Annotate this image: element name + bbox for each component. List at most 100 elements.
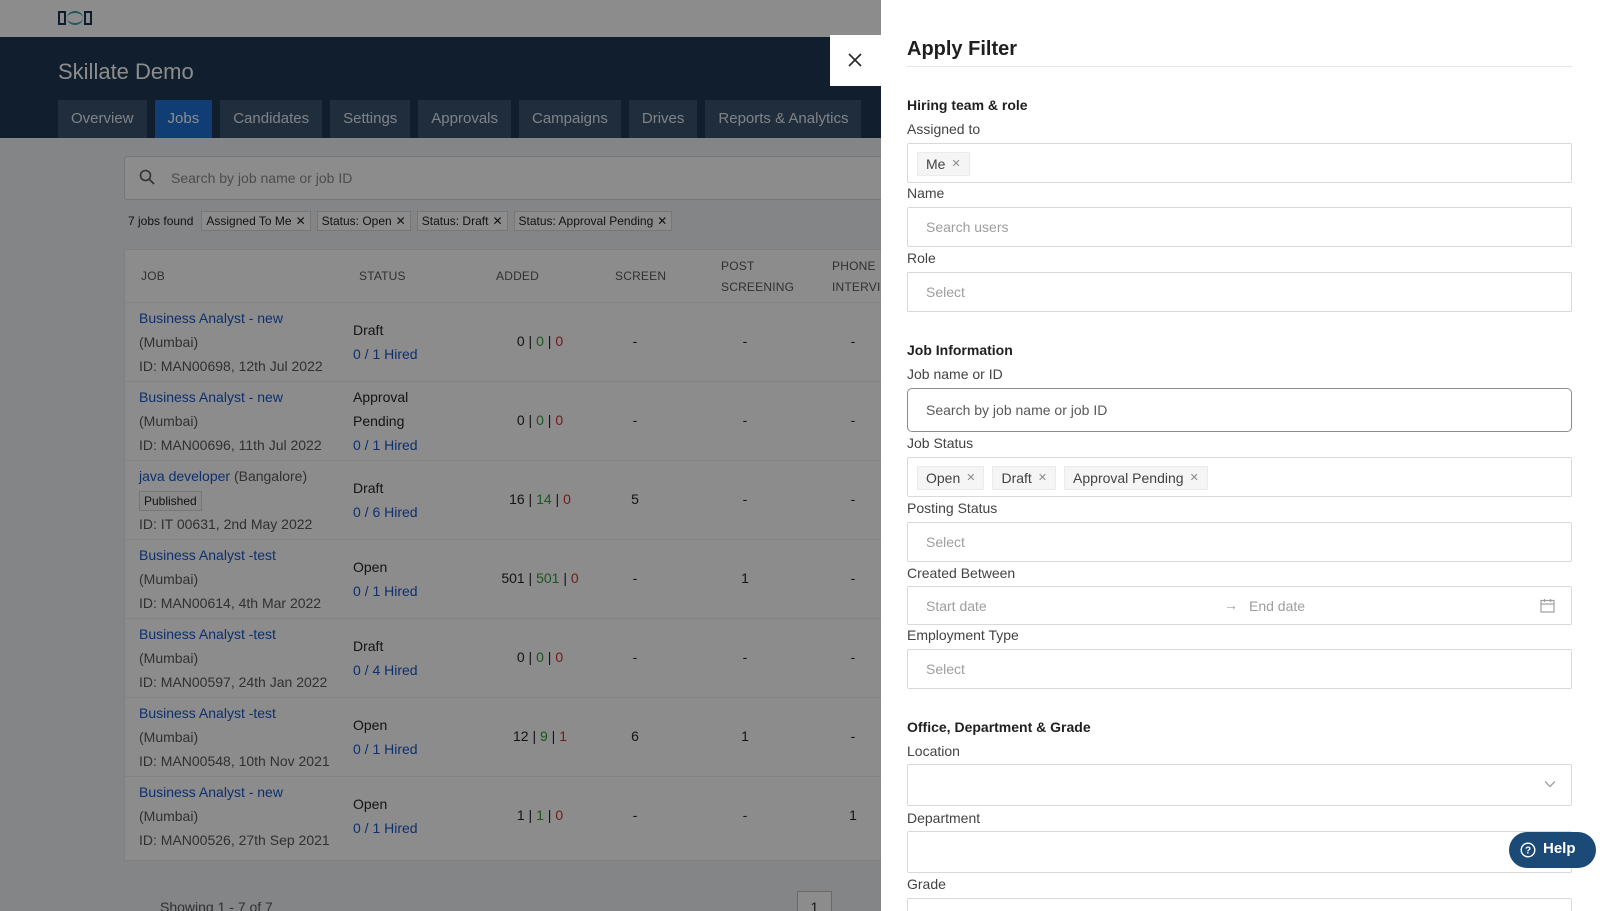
role-label: Role — [907, 250, 936, 266]
filter-chip[interactable]: Status: Approval Pending ✕ — [513, 211, 673, 231]
hired-link[interactable]: 0 / 4 Hired — [353, 662, 418, 678]
tab-drives[interactable]: Drives — [628, 100, 698, 138]
added-total: 0 — [516, 649, 525, 665]
close-icon[interactable]: ✕ — [1037, 471, 1048, 484]
added-rejected: 0 — [555, 412, 564, 428]
table-row[interactable]: Business Analyst -test (Mumbai) ID: MAN006… — [125, 539, 883, 618]
added-counts: 501 | 501 | 0 — [501, 570, 579, 586]
status-cell: Open 0 / 1 Hired — [353, 792, 418, 840]
location-select[interactable] — [907, 764, 1572, 806]
added-total: 501 — [501, 570, 525, 586]
close-icon[interactable]: ✕ — [657, 214, 668, 228]
filter-chip[interactable]: Assigned To Me ✕ — [201, 211, 311, 231]
tab-campaigns[interactable]: Campaigns — [519, 100, 621, 138]
post-screening-count: - — [742, 412, 748, 428]
posting-status-placeholder: Select — [926, 534, 965, 550]
added-rejected: 0 — [555, 649, 564, 665]
job-title-link[interactable]: Business Analyst -test — [139, 705, 276, 721]
job-location: (Mumbai) — [139, 729, 199, 745]
table-row[interactable]: Business Analyst -test (Mumbai) ID: MAN005… — [125, 697, 883, 776]
added-rejected: 0 — [570, 570, 579, 586]
close-drawer-button[interactable] — [830, 35, 881, 86]
selected-tag: Approval Pending ✕ — [1064, 466, 1208, 490]
screen-count: 5 — [631, 491, 639, 507]
job-location: (Mumbai) — [139, 571, 199, 587]
column-header-line: POST — [721, 259, 755, 273]
section-hiring-team: Hiring team & role — [907, 97, 1028, 113]
filter-chip[interactable]: Status: Open ✕ — [316, 211, 411, 231]
employment-type-select[interactable]: Select — [907, 649, 1572, 689]
close-icon — [848, 53, 862, 67]
assigned-to-label: Assigned to — [907, 121, 981, 137]
table-row[interactable]: Business Analyst -test (Mumbai) ID: MAN005… — [125, 618, 883, 697]
job-status-select[interactable]: Open ✕ Draft ✕ Approval Pending ✕ — [907, 457, 1572, 497]
active-filters: 7 jobs found Assigned To Me ✕ Status: Ope… — [128, 211, 673, 231]
screen-count: 6 — [631, 728, 639, 744]
tab-jobs[interactable]: Jobs — [154, 100, 213, 138]
column-header-phone-interview: PHONE INTERVIE — [832, 256, 884, 298]
close-icon[interactable]: ✕ — [492, 214, 503, 228]
close-icon[interactable]: ✕ — [295, 214, 306, 228]
column-header-line: PHONE — [832, 259, 876, 273]
job-location: (Mumbai) — [139, 413, 199, 429]
section-job-information: Job Information — [907, 342, 1013, 358]
hired-link[interactable]: 0 / 1 Hired — [353, 346, 418, 362]
job-meta: ID: MAN00614, 4th Mar 2022 — [139, 595, 322, 611]
department-select[interactable] — [907, 831, 1572, 873]
tab-candidates[interactable]: Candidates — [220, 100, 323, 138]
phone-interview-count: - — [850, 412, 856, 428]
hired-link[interactable]: 0 / 1 Hired — [353, 437, 418, 453]
tab-reports[interactable]: Reports & Analytics — [705, 100, 862, 138]
filter-chip-label: Assigned To Me — [206, 214, 292, 228]
added-accepted: 0 — [536, 649, 544, 665]
tab-settings[interactable]: Settings — [330, 100, 411, 138]
org-name: Skillate Demo — [58, 59, 194, 84]
table-row[interactable]: Business Analyst - new (Mumbai) ID: MAN006… — [125, 302, 883, 381]
role-select[interactable]: Select — [907, 272, 1572, 312]
hired-link[interactable]: 0 / 1 Hired — [353, 741, 418, 757]
posting-status-select[interactable]: Select — [907, 522, 1572, 562]
job-name-input[interactable]: Search by job name or job ID — [907, 388, 1572, 432]
table-row[interactable]: Business Analyst - new (Mumbai) ID: MAN006… — [125, 381, 883, 460]
help-button[interactable]: ? Help — [1509, 832, 1596, 868]
close-icon[interactable]: ✕ — [966, 471, 976, 484]
job-title-link[interactable]: java developer — [139, 468, 231, 484]
selected-tag: Draft ✕ — [992, 466, 1057, 490]
date-range-picker[interactable]: Start date → End date — [907, 586, 1572, 625]
name-search-input[interactable]: Search users — [907, 207, 1572, 247]
hired-link[interactable]: 0 / 1 Hired — [353, 583, 418, 599]
status-text: Pending — [353, 413, 405, 429]
job-title-link[interactable]: Business Analyst - new — [139, 310, 283, 326]
page-button[interactable]: 1 — [797, 891, 832, 911]
filter-chip-label: Status: Draft — [421, 214, 489, 228]
job-title-link[interactable]: Business Analyst -test — [139, 626, 276, 642]
close-icon[interactable]: ✕ — [395, 214, 406, 228]
status-cell: Draft 0 / 6 Hired — [353, 476, 418, 524]
close-icon[interactable]: ✕ — [1189, 471, 1199, 484]
added-rejected: 0 — [563, 491, 571, 507]
table-row[interactable]: Business Analyst - new (Mumbai) ID: MAN005… — [125, 776, 883, 855]
job-title-link[interactable]: Business Analyst - new — [139, 389, 283, 405]
assigned-to-select[interactable]: Me ✕ — [907, 143, 1572, 183]
phone-interview-count: - — [850, 728, 856, 744]
hired-link[interactable]: 0 / 6 Hired — [353, 504, 418, 520]
job-meta: ID: MAN00696, 11th Jul 2022 — [139, 437, 322, 453]
grade-select[interactable] — [907, 898, 1572, 911]
status-cell: Open 0 / 1 Hired — [353, 713, 418, 761]
end-date-input[interactable]: End date — [1249, 598, 1306, 614]
job-title-link[interactable]: Business Analyst - new — [139, 784, 283, 800]
table-row[interactable]: java developer (Bangalore) Published ID: I… — [125, 460, 883, 539]
job-title-link[interactable]: Business Analyst -test — [139, 547, 276, 563]
start-date-input[interactable]: Start date — [926, 598, 987, 614]
drawer-title: Apply Filter — [907, 38, 1018, 60]
job-search-input[interactable]: Search by job name or job ID — [124, 156, 884, 200]
filter-chip[interactable]: Status: Draft ✕ — [416, 211, 508, 231]
close-icon[interactable]: ✕ — [951, 157, 961, 170]
name-placeholder: Search users — [926, 219, 1009, 235]
main-tabs: Overview Jobs Candidates Settings Approv… — [58, 100, 862, 138]
hired-link[interactable]: 0 / 1 Hired — [353, 820, 418, 836]
tab-approvals[interactable]: Approvals — [418, 100, 511, 138]
filter-drawer: Apply Filter Hiring team & role Assigned… — [881, 0, 1600, 911]
column-header-screen: SCREEN — [615, 269, 667, 283]
tab-overview[interactable]: Overview — [58, 100, 147, 138]
